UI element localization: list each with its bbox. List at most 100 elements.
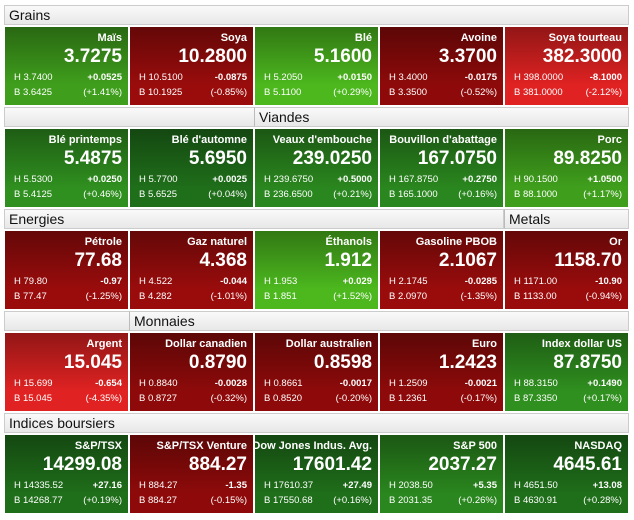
quote-low: B 5.6525	[139, 189, 178, 200]
quote-tile: Argent 15.045 H 15.699 -0.654 B 15.045 (-4.35…	[5, 333, 128, 411]
quote-name: NASDAQ	[574, 440, 622, 452]
quote-tile: Gaz naturel 4.368 H 4.522 -0.044 B 4.282 (-1.…	[130, 231, 253, 309]
quote-name: Argent	[86, 338, 122, 350]
quote-low: B 87.3350	[514, 393, 558, 404]
quote-change: -0.044	[220, 276, 247, 287]
quote-change: -1.35	[225, 480, 247, 491]
quote-percent: (-4.35%)	[85, 393, 122, 404]
quote-tile: Pétrole 77.68 H 79.80 -0.97 B 77.47 (-1.25%)	[5, 231, 128, 309]
quote-name: Dollar australien	[285, 338, 372, 350]
quote-percent: (+1.17%)	[583, 189, 622, 200]
quote-name: Dow Jones Indus. Avg.	[252, 440, 372, 452]
quote-change: +0.0250	[87, 174, 122, 185]
quote-percent: (+0.21%)	[333, 189, 372, 200]
quote-percent: (-0.15%)	[210, 495, 247, 506]
quote-name: Dollar canadien	[165, 338, 247, 350]
quote-change: +0.0150	[337, 72, 372, 83]
quote-name: Bouvillon d'abattage	[389, 134, 497, 146]
quote-price: 2.1067	[438, 250, 497, 271]
quote-name: S&P 500	[453, 440, 497, 452]
quote-price: 14299.08	[42, 454, 122, 475]
quote-low: B 15.045	[14, 393, 53, 404]
quote-change: +0.1490	[587, 378, 622, 389]
quote-percent: (+0.17%)	[583, 393, 622, 404]
quote-price: 10.2800	[178, 46, 247, 67]
quote-low: B 165.1000	[389, 189, 438, 200]
quote-high: H 239.6750	[264, 174, 314, 185]
quote-tile: Bouvillon d'abattage 167.0750 H 167.8750 +0…	[380, 129, 503, 207]
quote-percent: (+0.26%)	[458, 495, 497, 506]
quote-change: +0.2750	[462, 174, 497, 185]
quote-low: B 1133.00	[514, 291, 557, 302]
section-header: Metals	[504, 209, 629, 229]
quote-name: S&P/TSX	[74, 440, 122, 452]
quote-tile: Dollar australien 0.8598 H 0.8661 -0.0017 B …	[255, 333, 378, 411]
quote-low: B 14268.77	[14, 495, 63, 506]
quote-price: 2037.27	[428, 454, 497, 475]
quote-name: S&P/TSX Venture	[156, 440, 247, 452]
quote-change: +13.08	[592, 480, 622, 491]
section-header: Indices boursiers	[4, 413, 629, 433]
quote-low: B 0.8727	[139, 393, 178, 404]
quote-percent: (+0.29%)	[333, 87, 372, 98]
quote-low: B 3.6425	[14, 87, 53, 98]
section-header: Energies	[4, 209, 504, 229]
quote-high: H 10.5100	[139, 72, 183, 83]
quote-name: Blé printemps	[48, 134, 122, 146]
quote-low: B 77.47	[14, 291, 47, 302]
quote-name: Blé	[354, 32, 372, 44]
quote-change: -8.1000	[589, 72, 622, 83]
quote-tile: Blé 5.1600 H 5.2050 +0.0150 B 5.1100 (+0.29%)	[255, 27, 378, 105]
quote-low: B 2031.35	[389, 495, 433, 506]
quote-tile: S&P 500 2037.27 H 2038.50 +5.35 B 2031.35 (+0…	[380, 435, 503, 513]
quote-price: 17601.42	[292, 454, 372, 475]
quote-high: H 0.8840	[139, 378, 178, 389]
quote-tile: NASDAQ 4645.61 H 4651.50 +13.08 B 4630.91 (+0…	[505, 435, 628, 513]
quote-tile: Blé printemps 5.4875 H 5.5300 +0.0250 B 5.41…	[5, 129, 128, 207]
quote-low: B 4.282	[139, 291, 172, 302]
quote-high: H 167.8750	[389, 174, 439, 185]
quote-change: +0.0025	[212, 174, 247, 185]
quote-high: H 17610.37	[264, 480, 314, 491]
quote-percent: (+0.46%)	[83, 189, 122, 200]
quote-change: -0.0175	[464, 72, 497, 83]
quote-change: -0.0028	[214, 378, 247, 389]
quote-low: B 1.2361	[389, 393, 428, 404]
quote-change: +1.0500	[587, 174, 622, 185]
quote-tile: Maïs 3.7275 H 3.7400 +0.0525 B 3.6425 (+1.41%…	[5, 27, 128, 105]
quote-percent: (+1.41%)	[83, 87, 122, 98]
quote-price: 382.3000	[542, 46, 622, 67]
quote-tile: Index dollar US 87.8750 H 88.3150 +0.1490 B …	[505, 333, 628, 411]
quote-tile: Dollar canadien 0.8790 H 0.8840 -0.0028 B 0.…	[130, 333, 253, 411]
quote-high: H 14335.52	[14, 480, 64, 491]
quote-low: B 17550.68	[264, 495, 313, 506]
quote-percent: (+0.19%)	[83, 495, 122, 506]
quote-low: B 4630.91	[514, 495, 558, 506]
quote-name: Soya	[220, 32, 247, 44]
quote-price: 4645.61	[553, 454, 622, 475]
quote-name: Gasoline PBOB	[415, 236, 497, 248]
quote-tile: Soya tourteau 382.3000 H 398.0000 -8.1000 B …	[505, 27, 628, 105]
quote-change: +0.0525	[87, 72, 122, 83]
quote-tile: Veaux d'embouche 239.0250 H 239.6750 +0.500…	[255, 129, 378, 207]
quote-change: -0.654	[95, 378, 122, 389]
quote-low: B 884.27	[139, 495, 178, 506]
quote-price: 3.7275	[63, 46, 122, 67]
quote-percent: (-0.17%)	[460, 393, 497, 404]
quote-percent: (+0.04%)	[208, 189, 247, 200]
quote-low: B 3.3500	[389, 87, 428, 98]
quote-change: +27.16	[92, 480, 122, 491]
quote-tile: Euro 1.2423 H 1.2509 -0.0021 B 1.2361 (-0.17%…	[380, 333, 503, 411]
section-header: Viandes	[254, 107, 629, 127]
quote-high: H 1171.00	[514, 276, 558, 287]
quote-price: 5.1600	[313, 46, 372, 67]
quote-low: B 1.851	[264, 291, 297, 302]
quote-change: -0.0875	[214, 72, 247, 83]
quote-high: H 5.5300	[14, 174, 53, 185]
quote-change: -0.0017	[339, 378, 372, 389]
quote-percent: (+0.16%)	[333, 495, 372, 506]
quote-high: H 3.7400	[14, 72, 53, 83]
quote-percent: (-1.35%)	[460, 291, 497, 302]
quote-percent: (-0.20%)	[335, 393, 372, 404]
quote-low: B 236.6500	[264, 189, 313, 200]
